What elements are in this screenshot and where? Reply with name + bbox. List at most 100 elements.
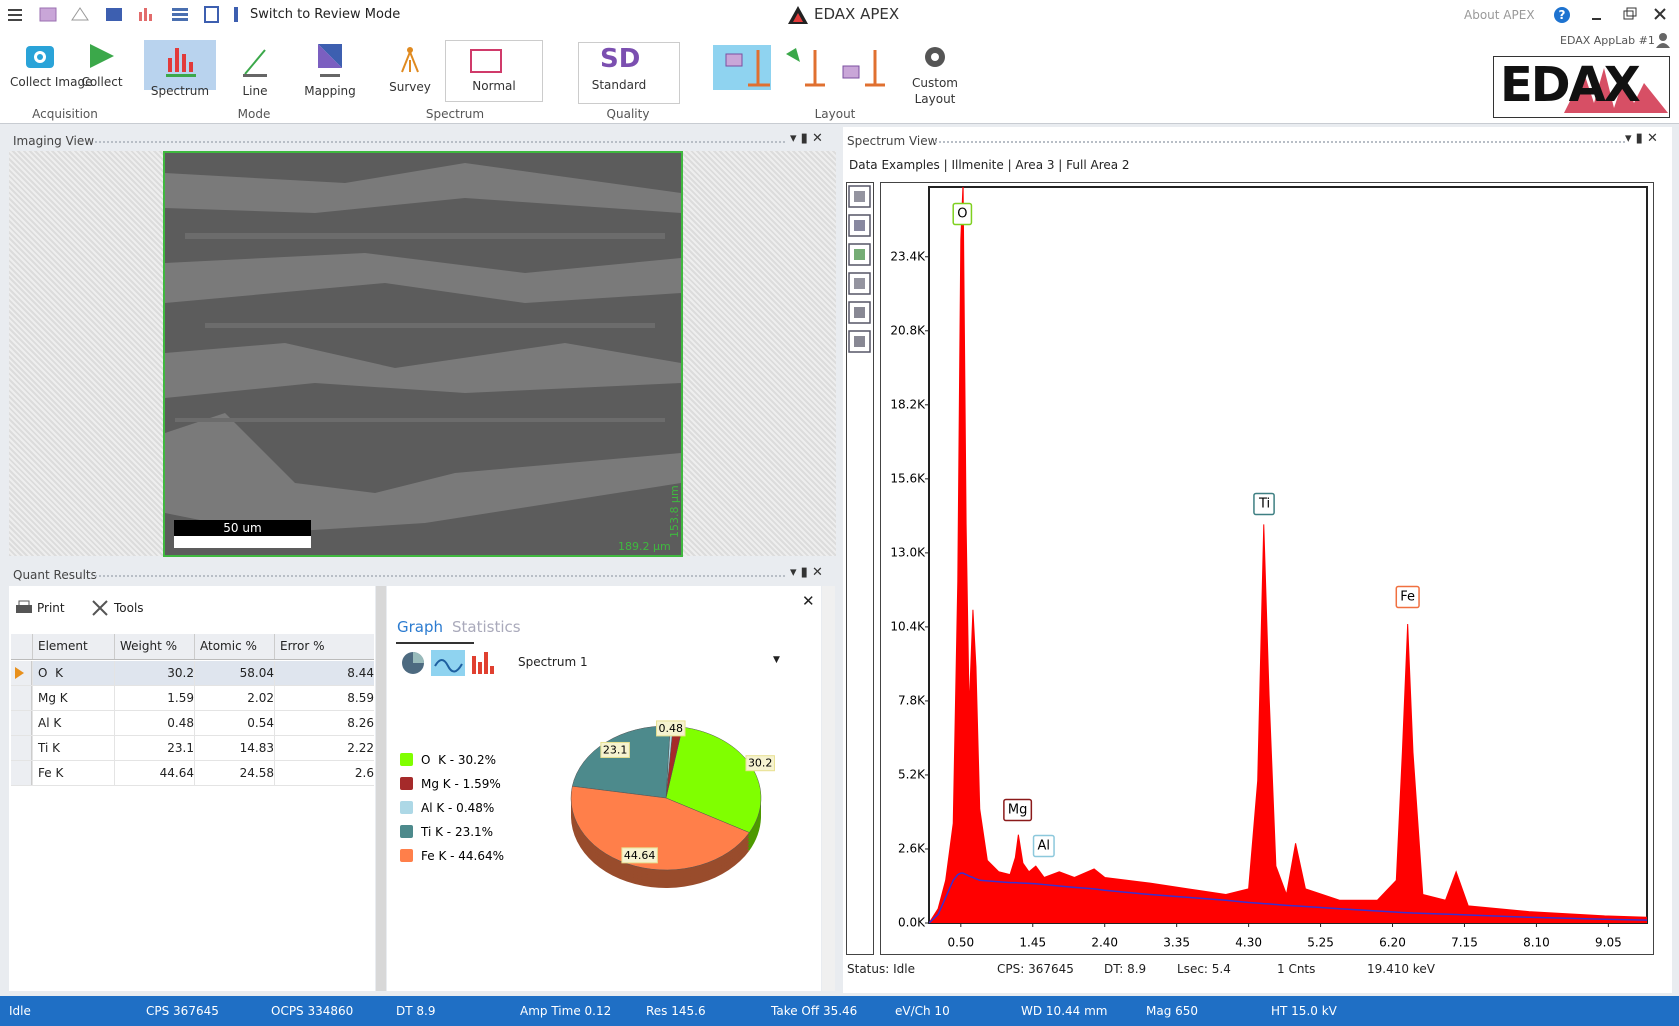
panel-grip [95, 141, 785, 143]
window-controls[interactable]: ? [1550, 4, 1675, 26]
y-tick-label: 23.4K [890, 249, 926, 263]
table-cell: 8.26 [274, 711, 374, 735]
peak-label: O [957, 207, 967, 222]
x-tick-label: 9.05 [1595, 936, 1622, 950]
mapping-mode-button[interactable]: Mapping [296, 84, 364, 98]
close-graph[interactable]: ✕ [802, 592, 815, 610]
tab-underline [396, 642, 474, 644]
tool-glyph [854, 307, 865, 318]
group-label: Spectrum [380, 107, 530, 121]
legend-swatch [400, 801, 413, 814]
status-bar-item: Res 145.6 [646, 1004, 706, 1018]
normal-dropdown[interactable]: Normal [445, 40, 543, 102]
table-cell: 14.83 [194, 736, 274, 760]
splitter [376, 586, 386, 991]
legend-swatch [400, 753, 413, 766]
pie-chart: O K - 30.2%Mg K - 1.59%Al K - 0.48%Ti K … [387, 700, 817, 940]
table-cell: 0.48 [114, 711, 194, 735]
status-bar-item: CPS 367645 [146, 1004, 219, 1018]
quick-access-icons [0, 0, 240, 30]
print-button[interactable]: Print [37, 601, 65, 615]
table-cell: 8.59 [274, 686, 374, 710]
status-item: Lsec: 5.4 [1177, 962, 1231, 976]
row-indicator [11, 761, 32, 785]
y-tick-label: 5.2K [898, 767, 926, 781]
logo-text: EDAX [1500, 57, 1639, 113]
status-bar-item: WD 10.44 mm [1021, 1004, 1107, 1018]
column-header: Weight % [114, 634, 194, 659]
switch-review-mode[interactable]: Switch to Review Mode [250, 7, 400, 22]
table-cell: Al K [32, 711, 114, 735]
scrollbar[interactable] [822, 586, 835, 991]
panel-controls[interactable]: ▾ ▮ ✕ [790, 565, 823, 580]
sem-image [165, 153, 681, 555]
y-tick-label: 7.8K [898, 693, 926, 707]
table-cell: 2.02 [194, 686, 274, 710]
column-header: Atomic % [194, 634, 274, 659]
panel-controls[interactable]: ▾ ▮ ✕ [790, 131, 823, 146]
statistics-tab[interactable]: Statistics [452, 618, 521, 636]
panel-grip [95, 575, 785, 577]
status-bar-item: HT 15.0 kV [1271, 1004, 1337, 1018]
breadcrumb: Data Examples | Illmenite | Area 3 | Ful… [849, 158, 1130, 172]
spectrum-select[interactable]: Spectrum 1 [518, 655, 588, 669]
ribbon-divider [0, 123, 1679, 124]
edax-logo: EDAX [1493, 56, 1670, 118]
status-item: 1 Cnts [1277, 962, 1315, 976]
collect-image-button[interactable]: Collect Image [10, 75, 72, 89]
tool-glyph [854, 220, 865, 231]
group-label: Quality [578, 107, 678, 121]
app-title: EDAX APEX [814, 5, 899, 23]
table-cell: O K [32, 661, 114, 685]
table-cell: 2.22 [274, 736, 374, 760]
app-logo-icon [786, 4, 810, 26]
status-item: DT: 8.9 [1104, 962, 1146, 976]
spectrum-tool-icons[interactable] [848, 184, 872, 364]
spectrum-mode-button[interactable]: Spectrum [144, 84, 216, 98]
panel-title: Imaging View [13, 133, 94, 150]
status-bar-item: Idle [9, 1004, 31, 1018]
tools-button[interactable]: Tools [114, 601, 144, 615]
pie-value-label: 23.1 [603, 743, 628, 756]
image-width-label: 189.2 µm [618, 540, 671, 553]
legend-swatch [400, 849, 413, 862]
quant-table: ElementWeight %Atomic %Error %O K30.258.… [11, 634, 374, 789]
custom-layout-button[interactable]: Custom Layout [900, 75, 970, 107]
y-tick-label: 18.2K [890, 397, 926, 411]
legend-label: Al K - 0.48% [421, 801, 494, 815]
tool-glyph [854, 191, 865, 202]
graph-tab[interactable]: Graph [397, 618, 443, 636]
dropdown-arrow[interactable]: ▼ [773, 655, 780, 665]
y-tick-label: 10.4K [890, 619, 926, 633]
line-mode-button[interactable]: Line [230, 84, 280, 98]
plot-frame [929, 187, 1647, 923]
sd-icon: SD [600, 44, 640, 74]
peak-label: Ti [1258, 497, 1270, 512]
pie-slice [572, 726, 670, 798]
x-tick-label: 6.20 [1379, 936, 1406, 950]
standard-label: Standard [585, 78, 653, 92]
row-indicator [11, 711, 32, 735]
pie-value-label: 44.64 [624, 849, 656, 862]
table-cell: Mg K [32, 686, 114, 710]
graph-type-icons[interactable] [400, 650, 500, 676]
group-label: Mode [144, 107, 364, 121]
peak-label: Fe [1400, 590, 1415, 605]
panel-title: Spectrum View [847, 133, 937, 150]
table-cell: 8.44 [274, 661, 374, 685]
collect-button[interactable]: Collect [78, 75, 126, 89]
x-tick-label: 1.45 [1019, 936, 1046, 950]
legend-label: Ti K - 23.1% [420, 825, 493, 839]
selected-row-arrow [15, 667, 24, 679]
table-cell: 23.1 [114, 736, 194, 760]
x-tick-label: 0.50 [947, 936, 974, 950]
panel-controls[interactable]: ▾ ▮ ✕ [1625, 131, 1658, 146]
table-cell: 44.64 [114, 761, 194, 785]
status-item: Status: Idle [847, 962, 915, 976]
table-cell: 1.59 [114, 686, 194, 710]
about-link[interactable]: About APEX [1464, 8, 1535, 22]
tool-glyph [854, 249, 865, 260]
column-header: Error % [274, 634, 374, 659]
survey-button[interactable]: Survey [380, 80, 440, 94]
